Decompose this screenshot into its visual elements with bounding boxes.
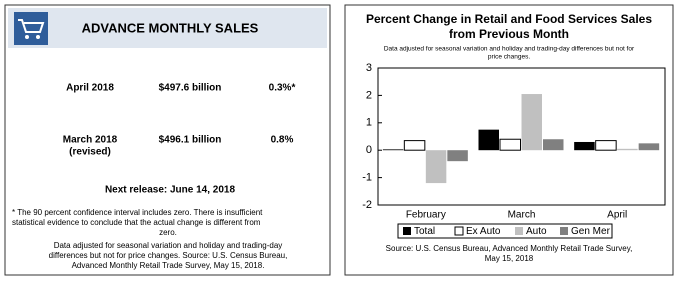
bar <box>574 141 595 151</box>
legend-swatch <box>515 227 523 235</box>
bar <box>543 139 564 151</box>
y-tick-label: -2 <box>362 199 372 211</box>
bar <box>617 148 638 151</box>
row-period: April 2018 <box>66 83 114 94</box>
bar <box>499 138 521 151</box>
legend-swatch <box>454 226 464 236</box>
legend-swatch <box>560 227 568 235</box>
x-tick-label: March <box>508 210 536 221</box>
bar <box>521 94 542 151</box>
legend-swatch <box>403 227 411 235</box>
chart-title: from Previous Month <box>449 27 569 41</box>
bar <box>447 150 468 162</box>
legend-box <box>397 223 613 239</box>
row-period: (revised) <box>69 147 111 158</box>
bar <box>403 140 426 151</box>
note-line: Advanced Monthly Retail Trade Survey, Ma… <box>72 261 265 270</box>
legend-label: Total <box>414 226 435 237</box>
y-tick-label: 2 <box>366 89 372 101</box>
bar <box>382 149 404 151</box>
chart-source: Source: U.S. Census Bureau, Advanced Mon… <box>386 244 633 253</box>
legend-label: Gen Mer <box>571 226 611 237</box>
y-tick-label: 1 <box>366 117 372 129</box>
y-tick-label: -1 <box>362 172 372 184</box>
legend-label: Ex Auto <box>466 226 501 237</box>
y-tick-label: 0 <box>366 144 372 156</box>
row-change: 0.8% <box>271 135 294 146</box>
row-change: 0.3%* <box>269 83 296 94</box>
y-tick-label: 3 <box>366 62 372 74</box>
note-line: differences but not for price changes. S… <box>49 251 288 260</box>
note-line: Data adjusted for seasonal variation and… <box>54 241 283 250</box>
note-line: statistical evidence to conclude that th… <box>12 218 261 227</box>
bar <box>425 150 447 184</box>
summary-frame <box>4 4 331 276</box>
note-line: * The 90 percent confidence interval inc… <box>12 208 263 217</box>
row-sales: $497.6 billion <box>159 83 222 94</box>
row-sales: $496.1 billion <box>159 135 222 146</box>
cart-icon <box>14 12 48 45</box>
chart-title: Percent Change in Retail and Food Servic… <box>366 12 652 26</box>
next-release: Next release: June 14, 2018 <box>105 185 236 196</box>
chart-subtitle: Data adjusted for seasonal variation and… <box>384 46 635 53</box>
legend-label: Auto <box>526 226 547 237</box>
chart-source: May 15, 2018 <box>485 254 534 263</box>
bar <box>638 143 660 151</box>
chart-subtitle: price changes. <box>488 54 530 61</box>
row-period: March 2018 <box>63 135 118 146</box>
summary-header <box>8 8 327 48</box>
plot-frame <box>377 67 666 206</box>
note-line: zero. <box>159 228 177 237</box>
summary-title: ADVANCE MONTHLY SALES <box>82 20 259 35</box>
x-tick-label: April <box>607 210 627 221</box>
bar <box>478 129 499 151</box>
x-tick-label: February <box>406 210 446 221</box>
bar <box>595 140 617 151</box>
